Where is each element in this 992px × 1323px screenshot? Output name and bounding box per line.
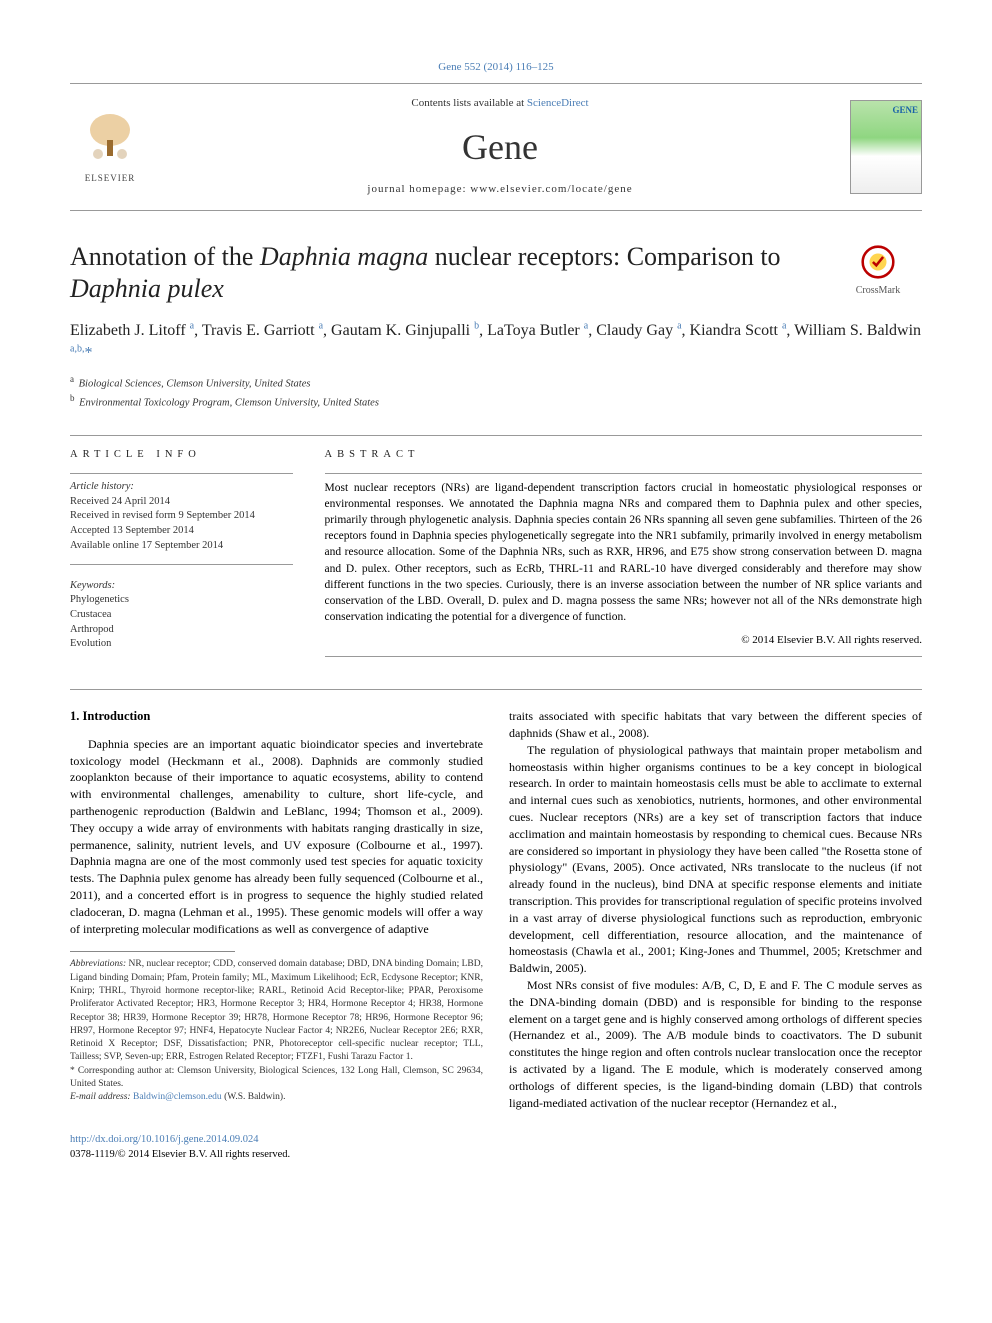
article-title: Annotation of the Daphnia magna nuclear … (70, 241, 814, 306)
keywords-label: Keywords: (70, 579, 293, 594)
affiliation-b: b Environmental Toxicology Program, Clem… (70, 392, 922, 411)
history-received: Received 24 April 2014 (70, 495, 293, 510)
author-list: Elizabeth J. Litoff a, Travis E. Garriot… (70, 320, 922, 365)
publisher-name: ELSEVIER (85, 172, 136, 185)
doi-link[interactable]: http://dx.doi.org/10.1016/j.gene.2014.09… (70, 1134, 259, 1145)
title-part-1: Annotation of the (70, 242, 260, 271)
corresponding-star-icon: * (84, 345, 92, 362)
history-accepted: Accepted 13 September 2014 (70, 524, 293, 539)
right-column: traits associated with specific habitats… (509, 708, 922, 1111)
keyword: Phylogenetics (70, 593, 293, 608)
title-italic-1: Daphnia magna (260, 242, 428, 271)
article-info-heading: ARTICLE INFO (70, 448, 293, 463)
email-link[interactable]: Baldwin@clemson.edu (133, 1092, 222, 1102)
title-italic-2: Daphnia pulex (70, 274, 224, 303)
contents-prefix: Contents lists available at (411, 97, 526, 109)
article-info-column: ARTICLE INFO Article history: Received 2… (70, 436, 309, 669)
keyword: Evolution (70, 637, 293, 652)
affiliations: a Biological Sciences, Clemson Universit… (70, 373, 922, 411)
crossmark-label: CrossMark (834, 284, 922, 298)
crossmark-icon (861, 245, 895, 279)
journal-cover-thumbnail: GENE (850, 100, 922, 194)
issn-copyright: 0378-1119/© 2014 Elsevier B.V. All right… (70, 1149, 290, 1160)
affiliation-a: a Biological Sciences, Clemson Universit… (70, 373, 922, 392)
journal-name: Gene (150, 122, 850, 172)
keyword: Crustacea (70, 608, 293, 623)
journal-reference: Gene 552 (2014) 116–125 (70, 60, 922, 75)
intro-para-1: Daphnia species are an important aquatic… (70, 736, 483, 938)
corresponding-footnote: * Corresponding author at: Clemson Unive… (70, 1065, 483, 1092)
publisher-logo: ELSEVIER (70, 102, 150, 192)
abstract-heading: ABSTRACT (325, 448, 922, 463)
elsevier-tree-icon (80, 110, 140, 170)
intro-para-2: The regulation of physiological pathways… (509, 742, 922, 977)
history-label: Article history: (70, 480, 293, 495)
left-column: 1. Introduction Daphnia species are an i… (70, 708, 483, 1111)
sciencedirect-link[interactable]: ScienceDirect (527, 97, 589, 109)
journal-homepage: journal homepage: www.elsevier.com/locat… (150, 182, 850, 197)
intro-para-3: Most NRs consist of five modules: A/B, C… (509, 977, 922, 1111)
page-footer: http://dx.doi.org/10.1016/j.gene.2014.09… (70, 1133, 922, 1162)
history-online: Available online 17 September 2014 (70, 539, 293, 554)
intro-para-cont: traits associated with specific habitats… (509, 708, 922, 742)
email-footnote: E-mail address: Baldwin@clemson.edu (W.S… (70, 1091, 483, 1104)
footnote-rule (70, 951, 235, 952)
title-part-2: nuclear receptors: Comparison to (428, 242, 780, 271)
contents-lists-line: Contents lists available at ScienceDirec… (150, 96, 850, 111)
section-1-heading: 1. Introduction (70, 708, 483, 726)
keyword: Arthropod (70, 623, 293, 638)
cover-label: GENE (892, 104, 918, 117)
rule-top (70, 83, 922, 84)
abstract-column: ABSTRACT Most nuclear receptors (NRs) ar… (309, 436, 922, 669)
footnotes: Abbreviations: NR, nuclear receptor; CDD… (70, 958, 483, 1104)
abbreviations-footnote: Abbreviations: NR, nuclear receptor; CDD… (70, 958, 483, 1064)
masthead: ELSEVIER Contents lists available at Sci… (70, 90, 922, 203)
rule-under-masthead (70, 210, 922, 211)
history-revised: Received in revised form 9 September 201… (70, 509, 293, 524)
abstract-text: Most nuclear receptors (NRs) are ligand-… (325, 480, 922, 625)
crossmark-badge[interactable]: CrossMark (834, 245, 922, 298)
abstract-copyright: © 2014 Elsevier B.V. All rights reserved… (325, 633, 922, 648)
